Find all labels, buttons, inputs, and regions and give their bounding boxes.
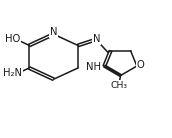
Text: N: N [50, 27, 57, 37]
Text: CH₃: CH₃ [110, 81, 127, 90]
Text: N: N [93, 34, 100, 44]
Text: NH: NH [86, 62, 101, 72]
Text: O: O [137, 60, 144, 70]
Text: HO: HO [5, 34, 21, 44]
Text: H₂N: H₂N [3, 68, 23, 78]
